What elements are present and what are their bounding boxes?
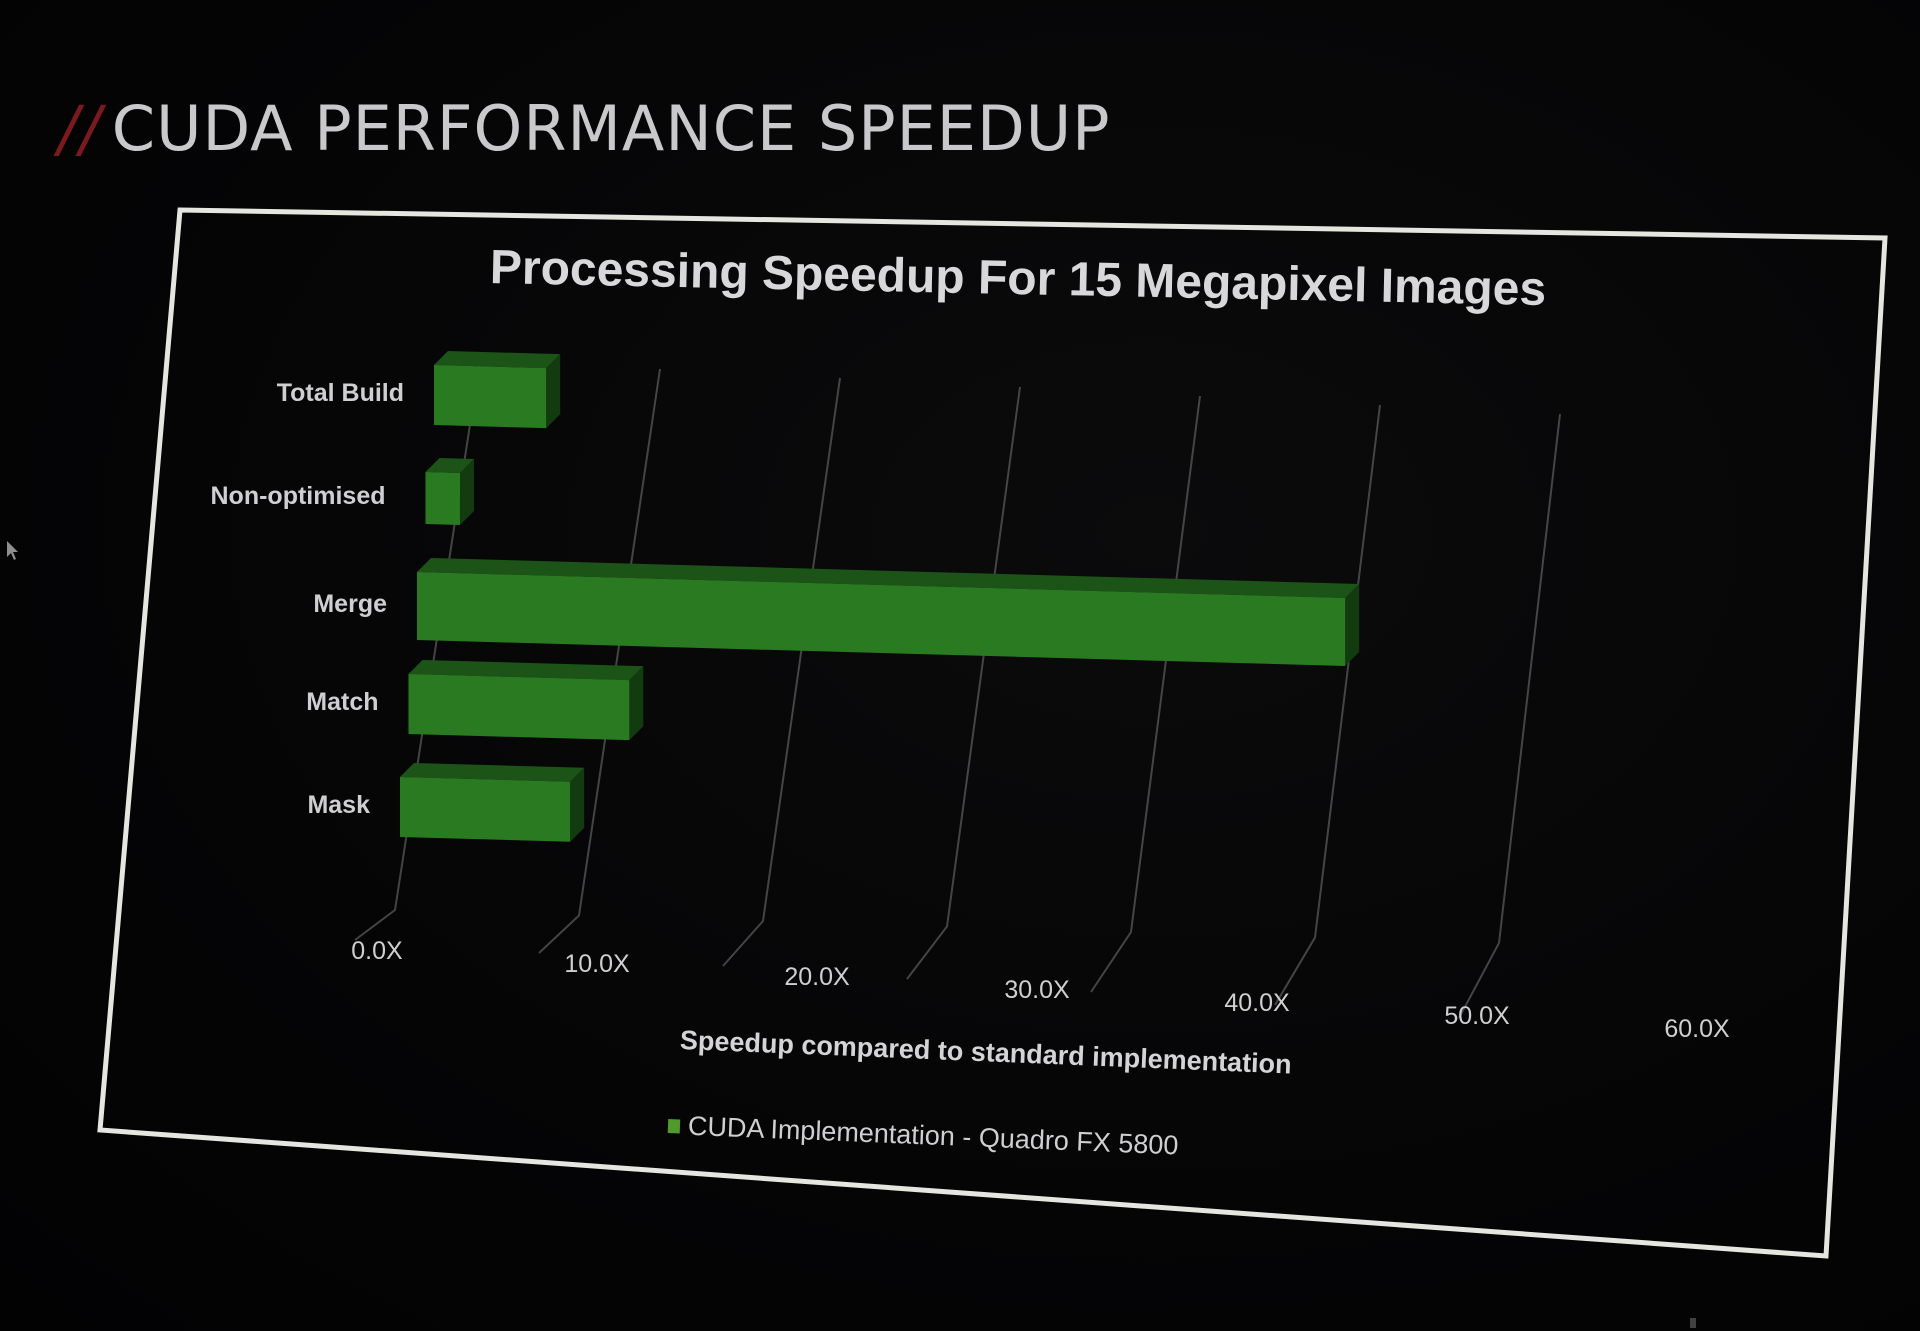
category-label: Match [306,688,379,716]
category-label: Merge [313,590,387,618]
bar [400,763,585,842]
mouse-cursor-icon [7,541,18,560]
bar [434,351,561,429]
x-tick-label: 60.0X [1664,1015,1730,1043]
gridline [722,377,841,967]
bar [417,558,1360,666]
title-slashes: // [58,92,102,165]
gridline [354,359,481,941]
x-tick-label: 0.0X [351,937,403,965]
x-tick-label: 40.0X [1224,989,1290,1017]
gridline [1458,413,1561,1019]
category-label: Mask [307,791,370,819]
x-tick-label: 20.0X [784,963,850,991]
legend-swatch-icon [667,1118,681,1133]
gridline [906,386,1021,980]
gridline [538,368,661,954]
gridline [1090,395,1201,993]
gridline [1274,404,1381,1006]
category-label: Total Build [276,379,404,407]
category-label: Non-optimised [210,482,386,510]
title-text: CUDA PERFORMANCE SPEEDUP [111,92,1111,165]
bar [408,660,644,741]
bar [425,458,474,525]
x-tick-label: 50.0X [1444,1002,1510,1030]
x-tick-label: 10.0X [564,950,630,978]
slide-title: //CUDA PERFORMANCE SPEEDUP [58,92,1110,165]
x-tick-label: 30.0X [1004,976,1070,1004]
corner-mark [1690,1318,1696,1328]
